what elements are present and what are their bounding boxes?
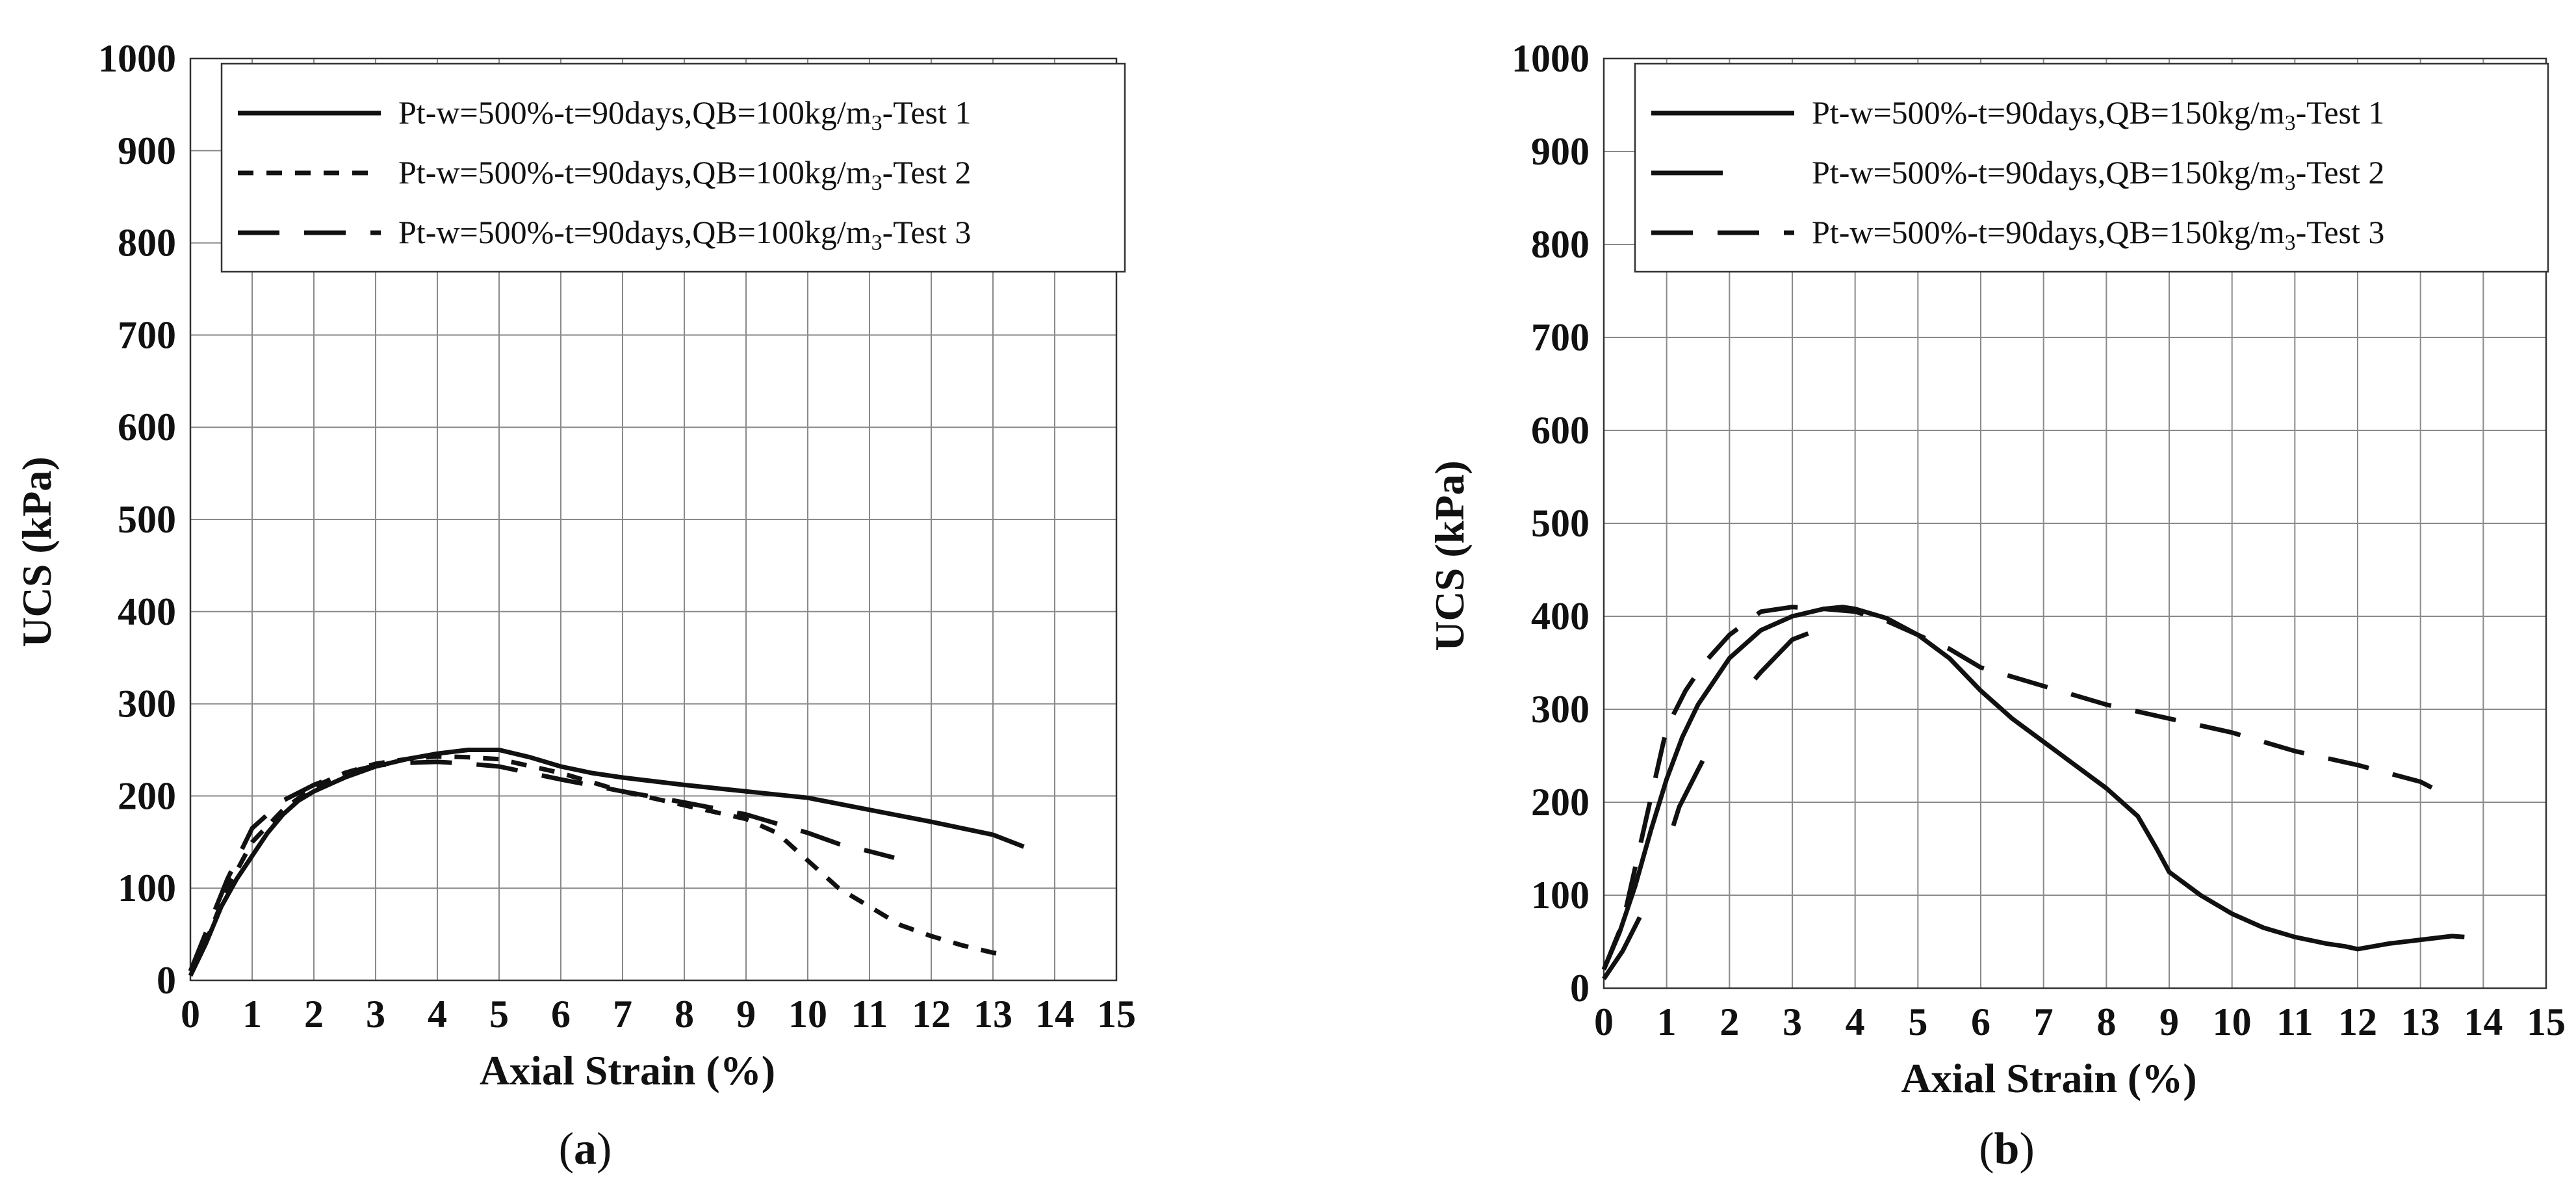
y-tick-label: 300	[118, 683, 176, 726]
legend-entry: Pt-w=500%-t=90days,QB=100kg/m3-Test 2	[398, 154, 971, 195]
series-line-test-1	[188, 748, 1025, 977]
x-tick-label: 6	[551, 993, 571, 1036]
y-axis-label: UCS (kPa)	[1426, 460, 1473, 651]
x-axis-label: Axial Strain (%)	[480, 1047, 775, 1093]
y-tick-label: 1000	[98, 37, 176, 80]
x-tick-label: 9	[2159, 1001, 2179, 1043]
x-tick-label: 2	[304, 993, 324, 1036]
x-tick-label: 10	[788, 993, 827, 1036]
x-tick-label: 15	[1097, 993, 1136, 1036]
y-tick-label: 100	[118, 867, 176, 910]
legend-box	[220, 62, 1126, 273]
x-tick-label: 2	[1719, 1001, 1739, 1043]
x-tick-label: 13	[2401, 1001, 2440, 1043]
series-line-test-3	[1601, 605, 2434, 971]
x-tick-label: 5	[489, 993, 509, 1036]
y-tick-label: 600	[118, 406, 176, 449]
x-tick-label: 0	[1594, 1001, 1614, 1043]
x-tick-label: 14	[1035, 993, 1074, 1036]
y-tick-label: 700	[118, 313, 176, 356]
x-tick-label: 1	[1657, 1001, 1677, 1043]
x-tick-label: 9	[736, 993, 756, 1036]
x-tick-label: 11	[2276, 1001, 2313, 1043]
x-tick-label: 7	[2034, 1001, 2054, 1043]
panel-label: (b)	[1979, 1124, 2035, 1174]
y-axis-label: UCS (kPa)	[14, 456, 60, 647]
y-tick-label: 500	[118, 498, 176, 541]
x-tick-label: 12	[2338, 1001, 2377, 1043]
legend-box	[1634, 62, 2549, 273]
legend-entry: Pt-w=500%-t=90days,QB=100kg/m3-Test 3	[398, 214, 971, 255]
chart-panel-b: 0 1 2 3 4 5 6 7 8 9 10 11 12 13 14 15010020030040050060…	[1426, 37, 2566, 1174]
y-tick-label: 400	[118, 590, 176, 633]
x-tick-label: 8	[2096, 1001, 2116, 1043]
x-tick-label: 1	[242, 993, 262, 1036]
x-tick-label: 4	[428, 993, 447, 1036]
x-tick-label: 10	[2213, 1001, 2252, 1043]
series-line-test-3	[188, 759, 895, 973]
y-tick-label: 0	[1570, 967, 1590, 1010]
x-tick-label: 14	[2464, 1001, 2503, 1043]
x-tick-label: 12	[912, 993, 951, 1036]
y-tick-label: 1000	[1512, 37, 1590, 80]
series-line-test-2	[1602, 621, 1856, 980]
y-tick-label: 800	[118, 222, 176, 265]
y-tick-label: 600	[1531, 409, 1590, 452]
y-tick-label: 700	[1531, 316, 1590, 359]
x-axis-label: Axial Strain (%)	[1901, 1055, 2196, 1101]
legend-entry: Pt-w=500%-t=90days,QB=100kg/m3-Test 1	[398, 94, 971, 135]
legend-entry: Pt-w=500%-t=90days,QB=150kg/m3-Test 1	[1812, 94, 2384, 135]
plot-frame	[1603, 57, 2547, 989]
y-tick-label: 800	[1531, 223, 1590, 266]
y-tick-label: 0	[157, 959, 176, 1002]
series-line-test-1	[1601, 605, 2465, 971]
x-tick-label: 3	[1783, 1001, 1802, 1043]
x-tick-label: 15	[2527, 1001, 2566, 1043]
chart-panel-a: 0 1 2 3 4 5 6 7 8 9 10 11 12 13 14 15010020030040050060…	[14, 37, 1136, 1174]
series-line-test-2	[188, 753, 1006, 973]
x-tick-label: 5	[1908, 1001, 1927, 1043]
y-tick-label: 900	[1531, 130, 1590, 173]
y-tick-label: 500	[1531, 502, 1590, 545]
y-tick-label: 200	[1531, 781, 1590, 824]
plot-frame	[189, 57, 1118, 982]
panel-label: (a)	[559, 1124, 612, 1174]
y-tick-label: 200	[118, 774, 176, 817]
x-tick-label: 4	[1846, 1001, 1865, 1043]
legend-entry: Pt-w=500%-t=90days,QB=150kg/m3-Test 2	[1812, 154, 2384, 195]
y-tick-label: 400	[1531, 595, 1590, 638]
x-tick-label: 7	[613, 993, 632, 1036]
x-tick-label: 3	[366, 993, 385, 1036]
legend-entry: Pt-w=500%-t=90days,QB=150kg/m3-Test 3	[1812, 214, 2384, 255]
x-tick-label: 6	[1971, 1001, 1990, 1043]
y-tick-label: 900	[118, 129, 176, 172]
y-tick-label: 300	[1531, 688, 1590, 731]
x-tick-label: 8	[675, 993, 694, 1036]
x-tick-label: 0	[181, 993, 200, 1036]
x-tick-label: 11	[851, 993, 888, 1036]
y-tick-label: 100	[1531, 874, 1590, 917]
x-tick-label: 13	[973, 993, 1012, 1036]
